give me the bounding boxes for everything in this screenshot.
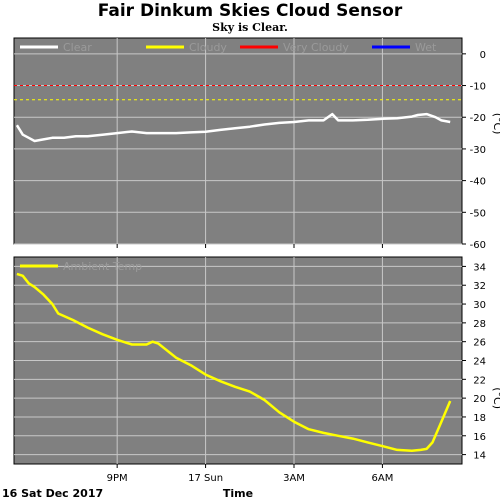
x-tick-label: 17 Sun bbox=[188, 473, 223, 484]
legend-label-ambient-temp: Ambient Temp bbox=[63, 260, 142, 273]
series-line-clear bbox=[15, 112, 451, 143]
x-tick-label: 6AM bbox=[371, 473, 393, 484]
legend-label-cloudy: Cloudy bbox=[189, 41, 227, 54]
y-tick-label: -40 bbox=[470, 177, 486, 188]
y-tick-label: 26 bbox=[473, 338, 486, 349]
y-tick-label: 22 bbox=[473, 375, 486, 386]
y-tick-label: 0 bbox=[480, 50, 486, 61]
y-tick-label: 24 bbox=[473, 357, 486, 368]
y-tick-label: 28 bbox=[473, 319, 486, 330]
y-tick-label: -60 bbox=[470, 240, 486, 251]
y-tick-label: 32 bbox=[473, 281, 486, 292]
y-tick-label: 34 bbox=[473, 262, 486, 273]
y-axis-label: (°C) bbox=[491, 113, 500, 135]
plot-area-1 bbox=[13, 37, 463, 245]
y-tick-label: -30 bbox=[470, 145, 486, 156]
y-tick-label: 14 bbox=[473, 451, 486, 462]
sky-status: Sky is Clear. bbox=[212, 21, 288, 34]
y-tick-label: -20 bbox=[470, 113, 486, 124]
y-tick-label: -10 bbox=[470, 82, 486, 93]
x-tick-label: 9PM bbox=[107, 473, 128, 484]
legend-label-clear: Clear bbox=[63, 41, 92, 54]
x-tick-label: 3AM bbox=[283, 473, 305, 484]
y-tick-label: 16 bbox=[473, 432, 486, 443]
series-line-ambient-temp bbox=[16, 272, 452, 453]
legend-label-wet: Wet bbox=[415, 41, 437, 54]
legend-label-very-cloudy: Very Cloudy bbox=[283, 41, 349, 54]
y-tick-label: -50 bbox=[470, 208, 486, 219]
x-axis-label: Time bbox=[223, 487, 253, 500]
y-tick-label: 20 bbox=[473, 394, 486, 405]
y-axis-label: (°C) bbox=[491, 387, 500, 409]
y-tick-label: 30 bbox=[473, 300, 486, 311]
y-tick-label: 18 bbox=[473, 413, 486, 424]
chart-title: Fair Dinkum Skies Cloud Sensor bbox=[97, 1, 403, 21]
date-label: 16 Sat Dec 2017 bbox=[2, 487, 103, 500]
